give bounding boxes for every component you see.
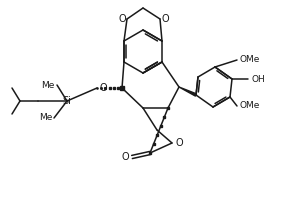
- Text: O: O: [100, 83, 108, 93]
- Text: OMe: OMe: [240, 102, 260, 111]
- Polygon shape: [179, 87, 197, 96]
- Text: OH: OH: [251, 74, 265, 83]
- Text: Si: Si: [63, 96, 72, 106]
- Text: O: O: [121, 152, 129, 162]
- Text: O: O: [175, 138, 183, 148]
- Text: O: O: [119, 14, 126, 24]
- Text: OMe: OMe: [240, 55, 260, 64]
- Text: O: O: [161, 14, 169, 24]
- Text: Me: Me: [39, 113, 52, 122]
- Text: Me: Me: [42, 81, 55, 90]
